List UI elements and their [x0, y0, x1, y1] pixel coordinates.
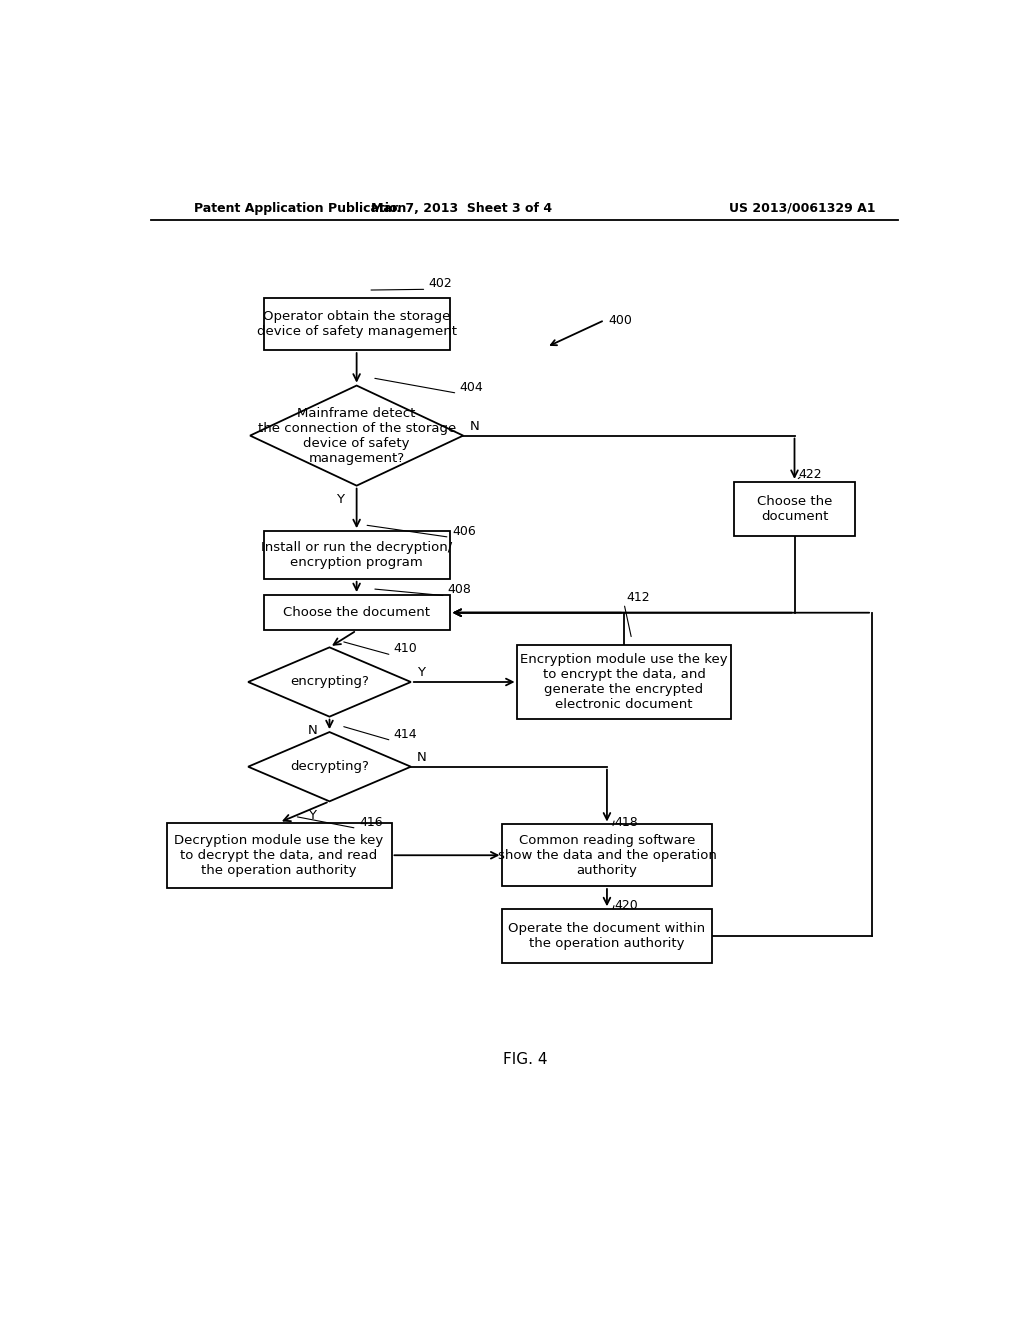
Text: Install or run the decryption/
encryption program: Install or run the decryption/ encryptio… [261, 541, 453, 569]
Text: 400: 400 [608, 314, 633, 326]
Text: N: N [307, 725, 317, 738]
Text: Encryption module use the key
to encrypt the data, and
generate the encrypted
el: Encryption module use the key to encrypt… [520, 653, 728, 711]
Text: Y: Y [336, 494, 344, 507]
FancyBboxPatch shape [503, 825, 712, 886]
FancyBboxPatch shape [734, 482, 855, 536]
Text: Choose the document: Choose the document [283, 606, 430, 619]
Text: Patent Application Publication: Patent Application Publication [194, 202, 407, 215]
Text: 402: 402 [429, 277, 453, 289]
Polygon shape [250, 385, 463, 486]
Text: 404: 404 [460, 380, 483, 393]
Text: 410: 410 [393, 643, 417, 656]
Polygon shape [248, 733, 411, 801]
Text: Operate the document within
the operation authority: Operate the document within the operatio… [508, 923, 706, 950]
FancyBboxPatch shape [517, 645, 730, 718]
Text: Operator obtain the storage
device of safety management: Operator obtain the storage device of sa… [257, 310, 457, 338]
Text: Y: Y [308, 809, 316, 822]
Text: N: N [417, 751, 427, 764]
Text: 414: 414 [393, 727, 417, 741]
Text: Choose the
document: Choose the document [757, 495, 833, 523]
Text: 422: 422 [799, 467, 822, 480]
Text: decrypting?: decrypting? [290, 760, 369, 774]
Text: Mainframe detect
the connection of the storage
device of safety
management?: Mainframe detect the connection of the s… [257, 407, 456, 465]
Text: 412: 412 [627, 591, 650, 603]
Text: N: N [469, 420, 479, 433]
Text: 420: 420 [614, 899, 638, 912]
Text: Common reading software
show the data and the operation
authority: Common reading software show the data an… [498, 834, 717, 876]
Text: 418: 418 [614, 816, 638, 829]
Text: FIG. 4: FIG. 4 [503, 1052, 547, 1067]
FancyBboxPatch shape [263, 531, 450, 579]
Text: Y: Y [417, 667, 425, 680]
Text: 408: 408 [447, 583, 471, 597]
Text: 406: 406 [452, 525, 476, 539]
Text: Decryption module use the key
to decrypt the data, and read
the operation author: Decryption module use the key to decrypt… [174, 834, 384, 876]
FancyBboxPatch shape [263, 595, 450, 631]
FancyBboxPatch shape [263, 298, 450, 350]
Polygon shape [248, 647, 411, 717]
FancyBboxPatch shape [503, 909, 712, 964]
Text: encrypting?: encrypting? [290, 676, 369, 689]
Text: 416: 416 [359, 816, 383, 829]
Text: US 2013/0061329 A1: US 2013/0061329 A1 [729, 202, 876, 215]
FancyBboxPatch shape [167, 822, 391, 888]
Text: Mar. 7, 2013  Sheet 3 of 4: Mar. 7, 2013 Sheet 3 of 4 [371, 202, 552, 215]
